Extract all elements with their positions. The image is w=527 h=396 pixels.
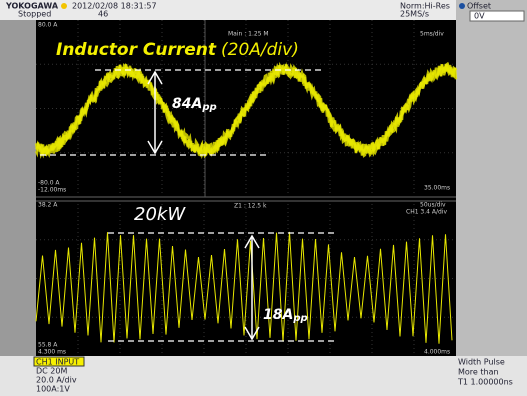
logo-dot: [61, 3, 67, 9]
footer-line: 100A:1V: [36, 385, 70, 394]
trigger-line-2: More than: [458, 368, 499, 377]
timebase: 50us/div: [420, 202, 446, 209]
zoom: Main : 1.25 M: [228, 31, 269, 38]
power: 20kW: [134, 204, 186, 225]
ripple-sub: pp: [292, 313, 307, 324]
time: 4.000ms: [424, 349, 450, 356]
trigger-line-1: Width Pulse: [458, 358, 505, 367]
trigger-line-3: T1 1.00000ns: [457, 378, 513, 387]
time: 4.300 ms: [38, 349, 66, 356]
count: 46: [98, 10, 108, 19]
offset-value: 0V: [474, 12, 485, 21]
screen: YOKOGAWA 2012/02/08 18:31:57 Stopped 46 …: [0, 0, 527, 396]
offset-label: Offset: [467, 2, 491, 11]
time: 35.00ms: [424, 185, 450, 192]
left-strip: [0, 20, 36, 356]
channel: CH1 3.4 A/div: [406, 209, 447, 216]
scope: YOKOGAWA 2012/02/08 18:31:57 Stopped 46 …: [0, 0, 527, 396]
right-panel: [456, 0, 527, 356]
ripple-value: 84A: [172, 96, 202, 112]
title: Inductor Current: [56, 40, 217, 60]
footer-line: DC 20M: [36, 367, 67, 376]
wave-title: Inductor Current(20A/div): [56, 40, 299, 60]
rate: 25MS/s: [400, 10, 429, 19]
zoom: Z1 : 12.5 k: [234, 203, 267, 210]
ripple-value: 18A: [263, 307, 293, 323]
ripple-sub: pp: [201, 102, 216, 113]
footer-channel: CH1 INPUT: [36, 358, 79, 367]
level: 80.0 A: [38, 22, 58, 29]
datetime: 2012/02/08 18:31:57: [72, 2, 157, 11]
level: 38.2 A: [38, 202, 58, 209]
level: -80.0 A: [38, 180, 60, 187]
footer-line: 20.0 A/div: [36, 376, 77, 385]
level: 55.8 A: [38, 342, 58, 349]
timebase: 5ms/div: [420, 31, 444, 38]
time: -12.00ms: [38, 187, 66, 194]
offset-icon: [459, 3, 465, 9]
scale: (20A/div): [221, 40, 299, 60]
status: Stopped: [18, 10, 51, 19]
